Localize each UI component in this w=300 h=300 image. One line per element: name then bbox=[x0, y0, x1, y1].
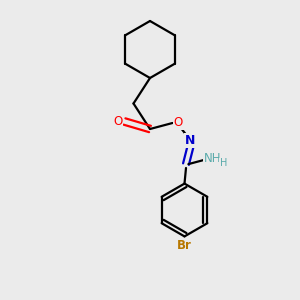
Text: N: N bbox=[185, 134, 196, 148]
Text: Br: Br bbox=[177, 239, 192, 252]
Text: H: H bbox=[220, 158, 227, 169]
Text: O: O bbox=[113, 115, 122, 128]
Text: O: O bbox=[174, 116, 183, 130]
Text: NH: NH bbox=[204, 152, 222, 165]
